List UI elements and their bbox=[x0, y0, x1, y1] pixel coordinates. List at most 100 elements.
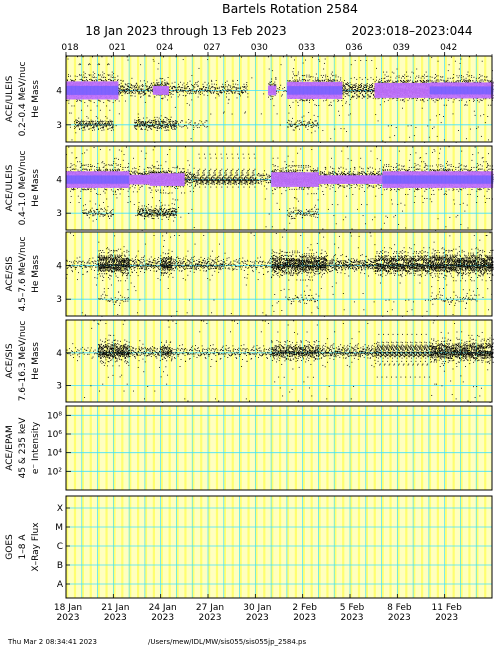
data-point bbox=[139, 124, 141, 126]
data-point bbox=[345, 86, 346, 88]
data-point bbox=[337, 98, 339, 100]
data-point bbox=[377, 120, 379, 122]
data-point bbox=[160, 120, 162, 122]
data-point bbox=[131, 77, 133, 79]
data-point bbox=[326, 80, 328, 82]
data-point bbox=[246, 82, 248, 84]
data-point bbox=[270, 95, 272, 97]
data-point bbox=[145, 83, 147, 85]
data-point bbox=[186, 87, 188, 89]
data-point bbox=[269, 95, 271, 97]
data-point bbox=[105, 124, 107, 126]
data-point bbox=[166, 119, 168, 121]
data-point bbox=[84, 126, 86, 128]
data-point bbox=[208, 89, 210, 91]
data-point bbox=[345, 89, 347, 91]
data-point bbox=[108, 63, 110, 65]
data-point bbox=[275, 77, 277, 79]
data-point bbox=[279, 124, 281, 126]
data-point bbox=[353, 77, 355, 79]
stripe bbox=[318, 56, 321, 142]
data-point bbox=[100, 121, 102, 123]
data-point bbox=[126, 56, 128, 58]
data-point bbox=[179, 125, 181, 127]
data-point bbox=[321, 80, 323, 82]
data-point bbox=[99, 109, 101, 111]
data-point bbox=[390, 76, 392, 78]
data-point bbox=[199, 88, 200, 90]
data-point bbox=[299, 98, 301, 100]
data-point bbox=[164, 129, 166, 131]
data-point bbox=[79, 63, 81, 65]
data-point bbox=[125, 84, 127, 86]
data-point bbox=[406, 81, 408, 83]
data-point bbox=[91, 80, 93, 82]
data-point bbox=[164, 126, 166, 128]
data-point bbox=[201, 92, 203, 94]
data-point bbox=[71, 105, 73, 107]
data-point bbox=[210, 88, 211, 90]
data-point bbox=[88, 74, 90, 76]
data-point bbox=[159, 124, 161, 126]
data-point bbox=[140, 64, 142, 66]
data-point bbox=[158, 121, 160, 122]
data-point bbox=[135, 89, 137, 91]
data-point bbox=[204, 90, 206, 92]
data-point bbox=[211, 86, 213, 88]
data-point bbox=[109, 121, 111, 123]
data-point bbox=[165, 126, 167, 128]
data-point bbox=[133, 90, 135, 92]
data-point bbox=[125, 91, 127, 93]
data-point bbox=[147, 90, 148, 92]
data-point bbox=[171, 124, 173, 126]
data-point bbox=[185, 87, 187, 89]
data-point bbox=[296, 81, 298, 83]
data-point bbox=[428, 80, 430, 82]
data-point bbox=[110, 56, 112, 58]
data-point bbox=[423, 101, 425, 103]
data-point bbox=[107, 128, 109, 130]
data-point bbox=[226, 96, 228, 98]
data-point bbox=[316, 125, 318, 127]
data-point bbox=[290, 106, 291, 108]
data-point bbox=[98, 100, 100, 102]
data-point bbox=[374, 80, 376, 82]
data-point bbox=[137, 88, 139, 90]
data-point bbox=[223, 85, 225, 87]
data-point bbox=[86, 124, 88, 126]
data-point bbox=[367, 78, 369, 80]
data-point bbox=[434, 101, 436, 103]
data-point bbox=[367, 88, 369, 90]
data-point bbox=[351, 91, 353, 93]
data-point bbox=[342, 98, 344, 100]
stripe bbox=[428, 56, 432, 142]
data-point bbox=[391, 98, 393, 100]
data-point bbox=[152, 120, 154, 122]
data-point bbox=[111, 127, 113, 129]
data-point bbox=[107, 122, 109, 124]
data-point bbox=[220, 90, 222, 92]
data-point bbox=[310, 124, 312, 126]
data-point bbox=[158, 85, 160, 87]
data-point bbox=[73, 80, 75, 82]
data-point bbox=[207, 126, 209, 128]
data-point bbox=[149, 95, 151, 97]
data-point bbox=[369, 87, 371, 88]
data-point bbox=[89, 123, 91, 125]
data-point bbox=[146, 85, 148, 87]
data-point bbox=[439, 98, 441, 100]
data-point bbox=[142, 125, 144, 127]
data-point bbox=[103, 126, 105, 128]
stripe bbox=[373, 56, 376, 142]
data-point bbox=[187, 85, 188, 87]
data-point bbox=[430, 80, 432, 82]
data-point bbox=[88, 99, 90, 101]
data-point bbox=[183, 88, 185, 90]
data-point bbox=[443, 80, 445, 82]
data-point bbox=[160, 94, 162, 96]
data-point bbox=[276, 113, 278, 115]
data-point bbox=[85, 123, 87, 124]
stripe bbox=[239, 56, 242, 142]
data-point bbox=[89, 121, 91, 123]
data-point bbox=[131, 87, 133, 89]
